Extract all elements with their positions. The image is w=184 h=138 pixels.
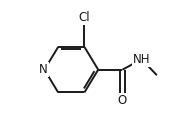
Text: O: O [118, 94, 127, 107]
Text: Cl: Cl [79, 11, 90, 24]
Text: NH: NH [133, 53, 151, 66]
Text: N: N [39, 63, 48, 76]
